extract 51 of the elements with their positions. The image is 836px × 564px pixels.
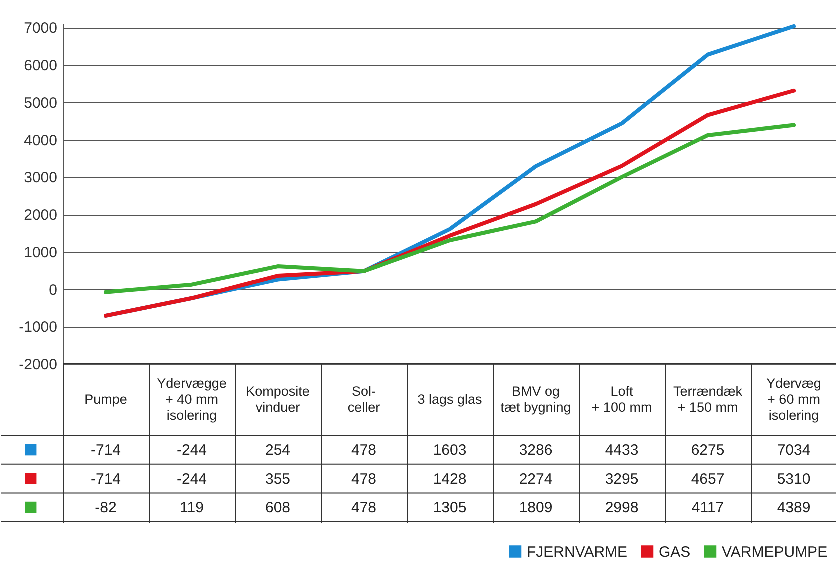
data-label: 1428 xyxy=(433,470,467,488)
y-tick-label: 3000 xyxy=(24,170,58,187)
y-tick-label: 5000 xyxy=(24,94,58,112)
y-tick-label: 1000 xyxy=(24,244,58,262)
data-label: 6275 xyxy=(691,442,725,459)
data-label: 254 xyxy=(265,442,291,459)
x-tick-label: Ydervæg + 60 mm isolering xyxy=(766,376,822,423)
data-label: 3286 xyxy=(519,442,553,459)
x-tick-label: BMV og tæt bygning xyxy=(500,384,572,415)
y-tick-label: -1000 xyxy=(19,319,58,336)
data-label: 3295 xyxy=(605,470,639,488)
data-label: 1809 xyxy=(519,500,553,517)
data-label: 4433 xyxy=(605,442,639,459)
data-label: -244 xyxy=(176,442,208,459)
y-tick-label: 2000 xyxy=(24,207,58,224)
y-tick-label: 7000 xyxy=(24,20,58,38)
legend-label: VARMEPUMPE xyxy=(722,544,828,561)
y-tick-label: -2000 xyxy=(19,356,58,374)
data-label: 478 xyxy=(351,500,377,517)
data-label: -714 xyxy=(90,442,122,459)
data-label: 1603 xyxy=(433,442,467,459)
line-series xyxy=(104,88,796,318)
data-label: -244 xyxy=(176,470,208,488)
y-tick-label: 4000 xyxy=(24,132,58,150)
x-tick-label: Komposite vinduer xyxy=(246,384,310,415)
data-label: 2998 xyxy=(605,500,639,517)
data-label: -82 xyxy=(95,500,117,517)
data-label: -714 xyxy=(90,470,122,488)
x-tick-label: Ydervægge + 40 mm isolering xyxy=(157,376,227,423)
data-label: 4657 xyxy=(691,470,725,488)
x-tick-label: Sol- celler xyxy=(348,384,381,415)
y-tick-label: 0 xyxy=(49,282,58,299)
data-label: 478 xyxy=(351,442,377,459)
y-tick-label: 6000 xyxy=(24,58,58,75)
data-label: 7034 xyxy=(777,442,811,459)
data-label: 355 xyxy=(265,470,291,488)
x-tick-label: Pumpe xyxy=(84,392,128,407)
legend-label: GAS xyxy=(659,544,691,561)
data-label: 2274 xyxy=(519,470,553,488)
data-label: 5310 xyxy=(777,470,811,488)
data-label: 1305 xyxy=(433,500,467,517)
data-label: 608 xyxy=(265,500,291,517)
x-tick-label: Terrændæk + 150 mm xyxy=(673,384,743,415)
x-tick-label: Loft + 100 mm xyxy=(592,384,652,415)
x-tick-label: 3 lags glas xyxy=(418,392,483,407)
data-label: 4389 xyxy=(777,500,811,517)
data-label: 119 xyxy=(180,500,204,517)
data-label: 4117 xyxy=(692,500,724,517)
line-series xyxy=(104,123,796,294)
legend-label: FJERNVARME xyxy=(527,544,628,561)
data-label: 478 xyxy=(351,470,377,488)
